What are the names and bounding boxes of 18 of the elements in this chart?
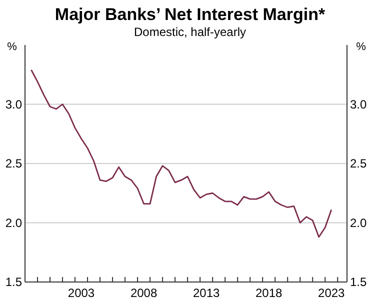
y2-tick-label: 1.5 — [350, 275, 368, 289]
y-tick-label: 2.0 — [5, 216, 22, 230]
y2-axis-title: % — [356, 41, 366, 53]
x-tick-label: 2018 — [255, 286, 283, 300]
y2-tick-label: 3.0 — [350, 97, 368, 112]
line-series — [30, 69, 332, 238]
x-tick-label: 2013 — [192, 286, 220, 300]
x-tick-label: 2008 — [130, 286, 158, 300]
x-tick-label: 2003 — [68, 286, 95, 300]
y2-tick-label: 2.0 — [350, 216, 368, 230]
y-axis-title: % — [7, 41, 18, 53]
chart-title: Major Banks’ Net Interest Margin* — [54, 5, 326, 24]
y2-tick-label: 2.5 — [350, 156, 368, 170]
chart-subtitle: Domestic, half-yearly — [134, 25, 246, 39]
y-tick-label: 3.0 — [5, 97, 22, 112]
y-tick-label: 1.5 — [5, 275, 22, 289]
x-tick-label: 2023 — [318, 286, 346, 300]
y-tick-label: 2.5 — [5, 156, 22, 170]
